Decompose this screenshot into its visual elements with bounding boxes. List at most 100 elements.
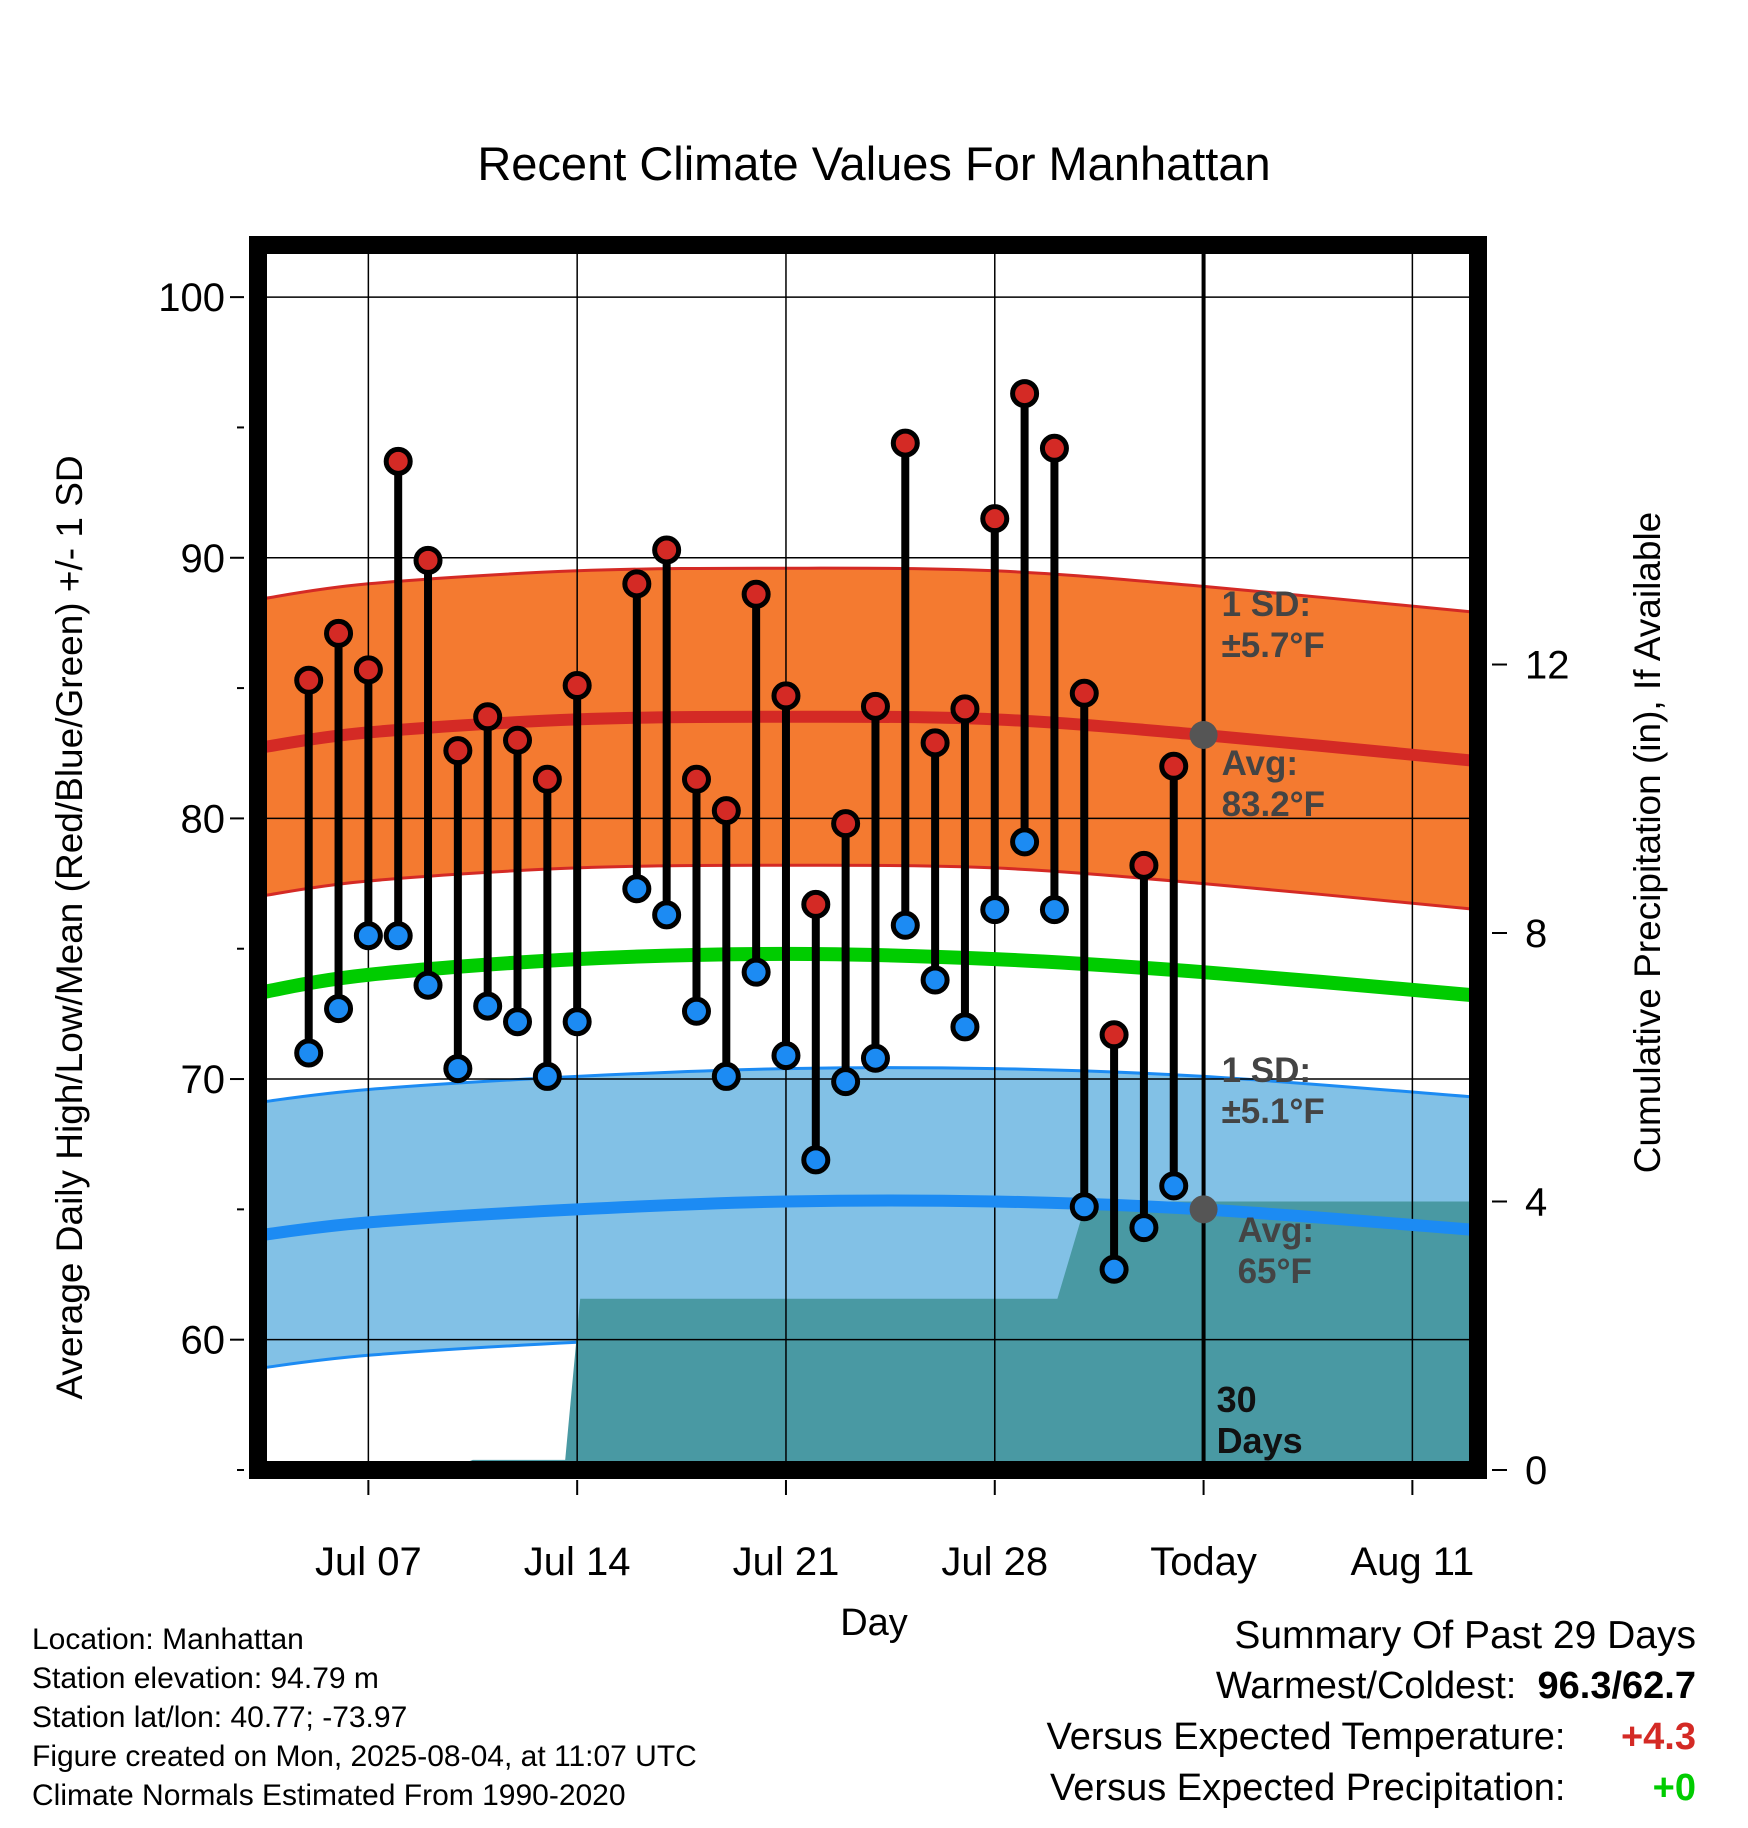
- daily-low-point: [353, 921, 383, 951]
- summary-temp-row: Versus Expected Temperature: +4.3: [1047, 1712, 1696, 1763]
- daily-low-point: [950, 1012, 980, 1042]
- daily-high-point: [503, 725, 533, 755]
- daily-high-point: [920, 728, 950, 758]
- window-days-text: Days: [1217, 1420, 1303, 1461]
- daily-high-point: [711, 796, 741, 826]
- axes: 60 70 80 90 100 0 4 8 12 Jul 07 Jul 14 Jul 21 Jul 28…: [158, 276, 1569, 1584]
- daily-high-point: [771, 681, 801, 711]
- daily-high-point: [681, 764, 711, 794]
- daily-low-point: [562, 1007, 592, 1037]
- summary-title: Summary Of Past 29 Days: [1234, 1614, 1696, 1657]
- low-sd-label: 1 SD:: [1222, 1051, 1311, 1090]
- daily-low-point: [1159, 1171, 1189, 1201]
- y-tick-label-left: 60: [181, 1319, 226, 1363]
- daily-low-point: [1069, 1192, 1099, 1222]
- daily-high-point: [413, 545, 443, 575]
- summary-warm-cold-row: Warmest/Coldest: 96.3/62.7: [1047, 1661, 1696, 1712]
- coldest-value: 62.7: [1622, 1665, 1696, 1707]
- daily-low-point: [711, 1061, 741, 1091]
- daily-low-point: [801, 1145, 831, 1175]
- location-text: Location: Manhattan: [32, 1623, 304, 1656]
- daily-high-point: [1159, 751, 1189, 781]
- x-tick-label: Aug 11: [1350, 1540, 1474, 1584]
- precipitation-fill: [258, 1201, 1478, 1470]
- daily-low-point: [383, 921, 413, 951]
- y-tick-label-left: 80: [181, 797, 226, 841]
- warm-cold-label: Warmest/Coldest:: [1215, 1665, 1517, 1707]
- daily-low-point: [741, 957, 771, 987]
- daily-high-point: [831, 809, 861, 839]
- daily-high-point: [324, 618, 354, 648]
- daily-low-point: [890, 910, 920, 940]
- plot-border: [249, 236, 1487, 1479]
- created-text: Figure created on Mon, 2025-08-04, at 11…: [32, 1740, 697, 1773]
- daily-low-point: [652, 900, 682, 930]
- daily-low-point: [622, 874, 652, 904]
- daily-low-point: [443, 1054, 473, 1084]
- daily-high-point: [801, 889, 831, 919]
- daily-high-point: [1039, 433, 1069, 463]
- daily-high-point: [890, 428, 920, 458]
- summary-precip-row: Versus Expected Precipitation: +0: [1047, 1763, 1696, 1814]
- daily-high-point: [860, 691, 890, 721]
- daily-high-point: [980, 504, 1010, 534]
- daily-high-point: [1069, 678, 1099, 708]
- daily-low-point: [1039, 895, 1069, 925]
- y-tick-label-right: 12: [1525, 644, 1570, 688]
- daily-low-point: [473, 991, 503, 1021]
- daily-low-point: [503, 1007, 533, 1037]
- normal-low-line: [258, 1194, 1478, 1242]
- daily-high-point: [532, 764, 562, 794]
- summary-panel: Summary Of Past 29 Days Warmest/Coldest:…: [1047, 1610, 1696, 1814]
- y-axis-label-right: Cumulative Precipitation (in), If Availa…: [1627, 512, 1668, 1174]
- y-tick-label-right: 4: [1525, 1181, 1547, 1225]
- daily-low-point: [324, 994, 354, 1024]
- high-avg-label: Avg:: [1222, 744, 1298, 783]
- y-axis-label-left: Average Daily High/Low/Mean (Red/Blue/Gr…: [49, 455, 90, 1399]
- x-tick-label: Jul 07: [315, 1540, 422, 1584]
- elevation-text: Station elevation: 94.79 m: [32, 1662, 379, 1695]
- observations: [294, 379, 1189, 1284]
- daily-low-point: [920, 965, 950, 995]
- x-tick-label: Jul 14: [524, 1540, 631, 1584]
- precipitation-area: [258, 1201, 1478, 1470]
- daily-low-point: [413, 970, 443, 1000]
- daily-high-point: [383, 446, 413, 476]
- x-axis-label: Day: [840, 1602, 908, 1644]
- y-tick-label-left: 70: [181, 1058, 226, 1102]
- daily-low-point: [294, 1038, 324, 1068]
- warmest-value: 96.3: [1537, 1665, 1612, 1707]
- today-normal-high-marker: [1189, 721, 1218, 749]
- daily-low-point: [532, 1061, 562, 1091]
- high-avg-value: 83.2°F: [1222, 785, 1326, 824]
- plot-frame: [249, 236, 1487, 1479]
- daily-low-point: [831, 1067, 861, 1097]
- daily-high-point: [1099, 1020, 1129, 1050]
- station-info: Location: Manhattan Station elevation: 9…: [32, 1620, 697, 1815]
- daily-high-point: [622, 569, 652, 599]
- warm-cold-slash: /: [1611, 1665, 1623, 1707]
- chart-title: Recent Climate Values For Manhattan: [477, 137, 1270, 190]
- temp-label: Versus Expected Temperature:: [1046, 1716, 1566, 1758]
- daily-low-point: [860, 1043, 890, 1073]
- daily-high-point: [1010, 379, 1040, 409]
- daily-high-point: [652, 535, 682, 565]
- high-sd-value: ±5.7°F: [1222, 626, 1325, 665]
- latlon-text: Station lat/lon: 40.77; -73.97: [32, 1701, 408, 1734]
- y-tick-label-left: 100: [158, 276, 225, 320]
- daily-high-point: [741, 579, 771, 609]
- daily-low-point: [1099, 1254, 1129, 1284]
- daily-high-point: [294, 665, 324, 695]
- daily-high-point: [443, 736, 473, 766]
- normals-text: Climate Normals Estimated From 1990-2020: [32, 1779, 626, 1812]
- low-sd-value: ±5.1°F: [1222, 1092, 1325, 1131]
- temp-value: +4.3: [1620, 1716, 1696, 1758]
- daily-low-point: [1010, 827, 1040, 857]
- daily-low-point: [1129, 1213, 1159, 1243]
- daily-high-point: [473, 702, 503, 732]
- today-normal-low-marker: [1189, 1195, 1218, 1224]
- window-days-number: 30: [1217, 1379, 1257, 1420]
- y-tick-label-left: 90: [181, 537, 226, 581]
